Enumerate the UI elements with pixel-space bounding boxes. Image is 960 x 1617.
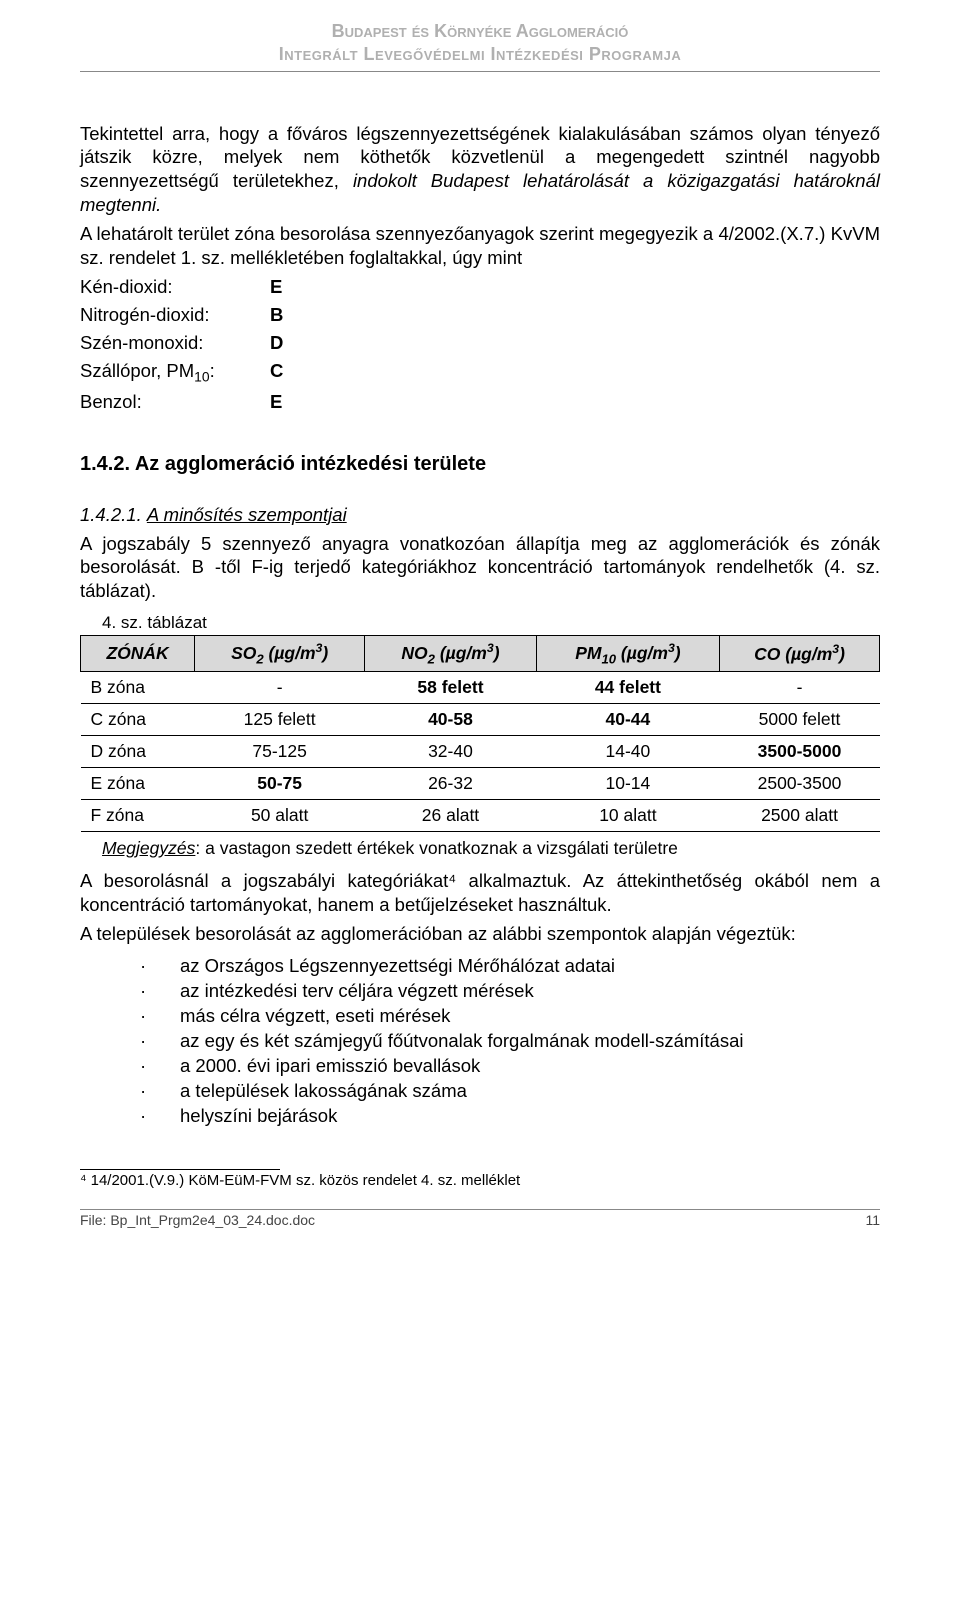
- subhead-title: A minősítés szempontjai: [147, 504, 347, 525]
- table-note: Megjegyzés: a vastagon szedett értékek v…: [102, 838, 880, 859]
- paragraph-5: A települések besorolását az agglomeráci…: [80, 922, 880, 946]
- classlist-value: D: [270, 332, 283, 354]
- bullet-item: ·más célra végzett, eseti mérések: [140, 1004, 880, 1029]
- table-cell: 58 felett: [365, 671, 537, 703]
- table-header-row: ZÓNÁKSO2 (µg/m3)NO2 (µg/m3)PM10 (µg/m3)C…: [81, 635, 880, 671]
- bullet-text: az intézkedési terv céljára végzett méré…: [180, 979, 534, 1004]
- classlist-value: E: [270, 276, 282, 298]
- table-cell: 75-125: [195, 735, 365, 767]
- table-header-cell: CO (µg/m3): [720, 635, 880, 671]
- table-cell: 40-58: [365, 703, 537, 735]
- bullet-list: ·az Országos Légszennyezettségi Mérőháló…: [140, 954, 880, 1129]
- paragraph-3: A jogszabály 5 szennyező anyagra vonatko…: [80, 532, 880, 603]
- bullet-text: a 2000. évi ipari emisszió bevallások: [180, 1054, 480, 1079]
- bullet-text: más célra végzett, eseti mérések: [180, 1004, 450, 1029]
- tablenote-rest: : a vastagon szedett értékek vonatkoznak…: [195, 838, 678, 858]
- table-cell: B zóna: [81, 671, 195, 703]
- table-cell: 26 alatt: [365, 799, 537, 831]
- paragraph-2: A lehatárolt terület zóna besorolása sze…: [80, 222, 880, 269]
- bullet-marker: ·: [140, 979, 180, 1004]
- page-footer: File: Bp_Int_Prgm2e4_03_24.doc.doc 11: [80, 1209, 880, 1228]
- table-row: F zóna50 alatt26 alatt10 alatt2500 alatt: [81, 799, 880, 831]
- classlist-label: Benzol:: [80, 391, 270, 413]
- classlist-label: Szén-monoxid:: [80, 332, 270, 354]
- bullet-marker: ·: [140, 1029, 180, 1054]
- table-row: E zóna50-7526-3210-142500-3500: [81, 767, 880, 799]
- classlist-label: Szállópor, PM10:: [80, 360, 270, 385]
- page-header: Budapest és Környéke Agglomeráció Integr…: [80, 20, 880, 72]
- bullet-item: ·az egy és két számjegyű főútvonalak for…: [140, 1029, 880, 1054]
- zone-table: ZÓNÁKSO2 (µg/m3)NO2 (µg/m3)PM10 (µg/m3)C…: [80, 635, 880, 832]
- bullet-marker: ·: [140, 1104, 180, 1129]
- table-cell: 50-75: [195, 767, 365, 799]
- table-cell: 2500 alatt: [720, 799, 880, 831]
- table-header-cell: ZÓNÁK: [81, 635, 195, 671]
- footer-file: File: Bp_Int_Prgm2e4_03_24.doc.doc: [80, 1212, 315, 1228]
- bullet-marker: ·: [140, 1079, 180, 1104]
- bullet-marker: ·: [140, 1054, 180, 1079]
- classlist-label: Nitrogén-dioxid:: [80, 304, 270, 326]
- subsection-heading: 1.4.2.1. A minősítés szempontjai: [80, 504, 880, 526]
- table-cell: 32-40: [365, 735, 537, 767]
- paragraph-1: Tekintettel arra, hogy a főváros légszen…: [80, 122, 880, 217]
- bullet-text: a települések lakosságának száma: [180, 1079, 467, 1104]
- bullet-text: helyszíni bejárások: [180, 1104, 337, 1129]
- table-header-cell: PM10 (µg/m3): [536, 635, 719, 671]
- bullet-text: az egy és két számjegyű főútvonalak forg…: [180, 1029, 744, 1054]
- classlist-row: Nitrogén-dioxid:B: [80, 304, 880, 326]
- paragraph-4: A besorolásnál a jogszabályi kategóriáka…: [80, 869, 880, 916]
- footnote: ⁴ 14/2001.(V.9.) KöM-EüM-FVM sz. közös r…: [80, 1172, 880, 1189]
- bullet-marker: ·: [140, 1004, 180, 1029]
- bullet-marker: ·: [140, 954, 180, 979]
- table-row: D zóna75-12532-4014-403500-5000: [81, 735, 880, 767]
- table-cell: 10 alatt: [536, 799, 719, 831]
- table-cell: -: [195, 671, 365, 703]
- header-line-2: Integrált Levegővédelmi Intézkedési Prog…: [80, 43, 880, 66]
- classlist-row: Szén-monoxid:D: [80, 332, 880, 354]
- classlist-value: E: [270, 391, 282, 413]
- classlist-row: Szállópor, PM10:C: [80, 360, 880, 385]
- tablenote-underline: Megjegyzés: [102, 838, 195, 858]
- table-body: B zóna-58 felett44 felett-C zóna125 fele…: [81, 671, 880, 831]
- section-heading: 1.4.2. Az agglomeráció intézkedési terül…: [80, 453, 880, 476]
- table-cell: E zóna: [81, 767, 195, 799]
- table-cell: 10-14: [536, 767, 719, 799]
- classlist-label: Kén-dioxid:: [80, 276, 270, 298]
- table-cell: 5000 felett: [720, 703, 880, 735]
- table-cell: 44 felett: [536, 671, 719, 703]
- table-cell: -: [720, 671, 880, 703]
- table-cell: C zóna: [81, 703, 195, 735]
- classification-list: Kén-dioxid:ENitrogén-dioxid:BSzén-monoxi…: [80, 276, 880, 413]
- table-cell: 2500-3500: [720, 767, 880, 799]
- classlist-value: C: [270, 360, 283, 385]
- bullet-text: az Országos Légszennyezettségi Mérőhálóz…: [180, 954, 615, 979]
- table-header-cell: NO2 (µg/m3): [365, 635, 537, 671]
- bullet-item: ·helyszíni bejárások: [140, 1104, 880, 1129]
- bullet-item: ·a települések lakosságának száma: [140, 1079, 880, 1104]
- table-cell: 50 alatt: [195, 799, 365, 831]
- table-cell: 40-44: [536, 703, 719, 735]
- footer-pagenum: 11: [865, 1212, 880, 1228]
- table-cell: F zóna: [81, 799, 195, 831]
- bullet-item: ·a 2000. évi ipari emisszió bevallások: [140, 1054, 880, 1079]
- table-header-cell: SO2 (µg/m3): [195, 635, 365, 671]
- header-line-1: Budapest és Környéke Agglomeráció: [80, 20, 880, 43]
- footnote-separator: [80, 1169, 280, 1170]
- table-caption: 4. sz. táblázat: [102, 613, 880, 633]
- table-cell: 26-32: [365, 767, 537, 799]
- classlist-row: Kén-dioxid:E: [80, 276, 880, 298]
- table-cell: D zóna: [81, 735, 195, 767]
- bullet-item: ·az intézkedési terv céljára végzett mér…: [140, 979, 880, 1004]
- classlist-value: B: [270, 304, 283, 326]
- table-cell: 125 felett: [195, 703, 365, 735]
- table-row: C zóna125 felett40-5840-445000 felett: [81, 703, 880, 735]
- table-cell: 3500-5000: [720, 735, 880, 767]
- bullet-item: ·az Országos Légszennyezettségi Mérőháló…: [140, 954, 880, 979]
- classlist-row: Benzol:E: [80, 391, 880, 413]
- table-cell: 14-40: [536, 735, 719, 767]
- table-row: B zóna-58 felett44 felett-: [81, 671, 880, 703]
- document-page: Budapest és Környéke Agglomeráció Integr…: [0, 0, 960, 1268]
- subhead-num: 1.4.2.1.: [80, 504, 142, 525]
